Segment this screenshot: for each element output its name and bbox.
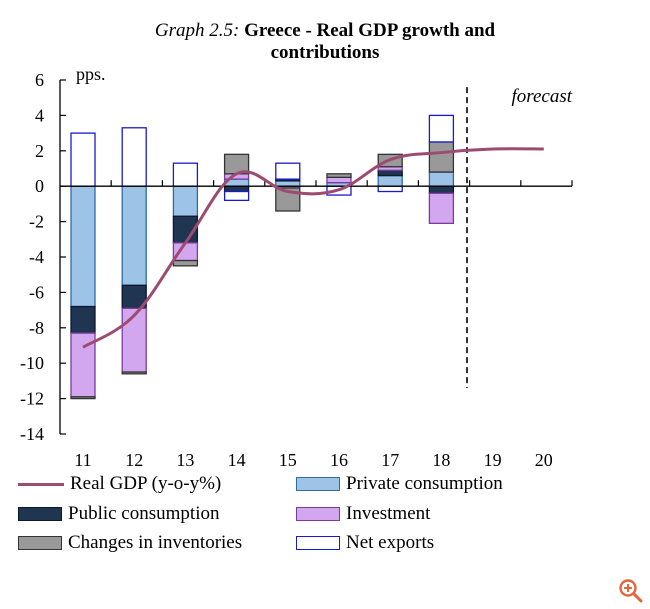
x-tick-label: 20	[535, 450, 553, 470]
legend-label-net-exports: Net exports	[346, 532, 435, 553]
bar-public-consumption-17	[377, 169, 403, 177]
y-axis-label: pps.	[76, 64, 106, 84]
chart-title-line2: contributions	[270, 42, 380, 63]
x-tick-label: 18	[432, 450, 450, 470]
x-tick-label: 13	[176, 450, 194, 470]
bar-private-consumption-11	[70, 185, 96, 308]
legend-label-private-consumption: Private consumption	[346, 473, 503, 494]
legend-label-public-consumption: Public consumption	[68, 503, 220, 524]
y-tick-label: -8	[29, 318, 44, 338]
bar-net-exports-14	[223, 190, 250, 202]
legend-label-real-gdp: Real GDP (y-o-y%)	[70, 473, 222, 494]
chart-legend: Real GDP (y-o-y%) Private consumption Pu…	[0, 468, 650, 560]
y-tick-label: -2	[29, 212, 44, 232]
x-tick-label: 15	[279, 450, 297, 470]
x-tick-label: 16	[330, 450, 348, 470]
bar-investment-18	[428, 192, 455, 225]
bar-private-consumption-18	[428, 171, 455, 187]
legend-item-investment: Investment	[296, 502, 430, 526]
line-real-gdp	[82, 147, 544, 349]
x-tick-label: 17	[381, 450, 399, 470]
bar-public-consumption-18	[428, 185, 455, 194]
bar-private-consumption-12	[121, 185, 147, 286]
legend-key-real-gdp	[18, 482, 64, 486]
bar-net-exports-12	[121, 127, 147, 187]
legend-item-net-exports: Net exports	[296, 531, 434, 555]
bar-net-exports-13	[172, 162, 199, 187]
bar-private-consumption-13	[172, 185, 199, 217]
y-tick-label: 4	[35, 105, 44, 125]
chart-title-main: Greece - Real GDP growth and	[244, 20, 496, 41]
bar-net-exports-15	[275, 162, 301, 180]
y-tick-label: 6	[35, 70, 44, 90]
legend-key-private-consumption	[296, 477, 340, 491]
bar-public-consumption-14	[223, 185, 250, 193]
legend-item-public-consumption: Public consumption	[18, 502, 219, 526]
legend-item-changes-in-inventories: Changes in inventories	[18, 531, 242, 555]
legend-key-investment	[296, 507, 340, 521]
bar-changes-in-inventories-12	[121, 371, 147, 375]
bar-public-consumption-11	[70, 305, 96, 334]
forecast-annotation: forecast	[511, 86, 572, 107]
bar-changes-in-inventories-13	[172, 259, 199, 267]
bar-changes-in-inventories-18	[428, 141, 455, 173]
chart-title-prefix: Graph 2.5:	[154, 20, 240, 41]
y-tick-label: -6	[29, 282, 44, 302]
x-tick-label: 19	[484, 450, 502, 470]
bar-changes-in-inventories-16	[326, 173, 352, 178]
chart-title: Graph 2.5: Greece - Real GDP growth and	[0, 20, 650, 42]
legend-label-investment: Investment	[346, 503, 431, 524]
x-tick-label: 11	[74, 450, 91, 470]
legend-key-net-exports	[296, 536, 340, 550]
zoom-in-icon[interactable]	[618, 578, 644, 604]
legend-key-changes-in-inventories	[18, 536, 62, 550]
bar-investment-16	[326, 176, 352, 184]
bar-private-consumption-17	[377, 174, 403, 187]
y-tick-label: -10	[20, 353, 44, 373]
bar-private-consumption-15	[275, 180, 301, 187]
bar-investment-13	[172, 242, 199, 262]
y-tick-label: -12	[20, 389, 44, 409]
legend-item-real-gdp: Real GDP (y-o-y%)	[18, 472, 221, 496]
y-tick-label: -14	[20, 424, 44, 444]
bar-changes-in-inventories-11	[70, 396, 96, 400]
bar-net-exports-18	[428, 114, 455, 143]
y-tick-label: -4	[29, 247, 44, 267]
x-tick-label: 14	[228, 450, 246, 470]
legend-key-public-consumption	[18, 507, 62, 521]
legend-item-private-consumption: Private consumption	[296, 472, 503, 496]
x-tick-label: 12	[125, 450, 143, 470]
bar-investment-12	[121, 307, 147, 373]
y-tick-label: 2	[35, 141, 44, 161]
y-tick-label: 0	[35, 176, 44, 196]
bar-net-exports-17	[377, 185, 403, 193]
bar-net-exports-11	[70, 132, 96, 187]
legend-label-changes-in-inventories: Changes in inventories	[68, 532, 243, 553]
